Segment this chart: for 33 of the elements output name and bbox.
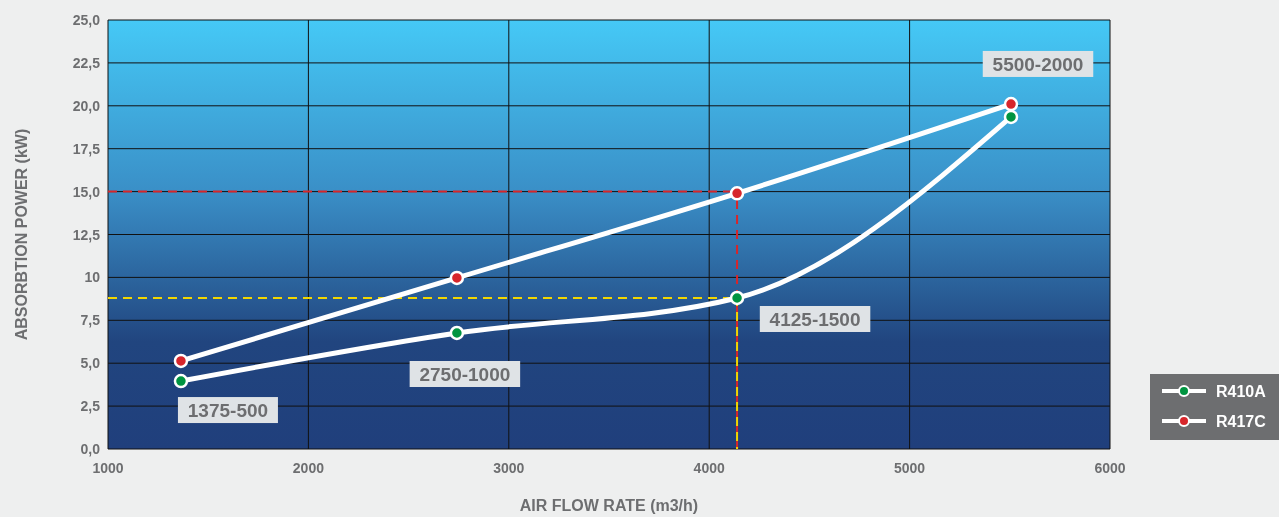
x-axis-title: AIR FLOW RATE (m3/h) [519, 497, 699, 514]
point [1003, 109, 1019, 125]
point [173, 373, 189, 389]
x-tick-label: 3000 [493, 460, 525, 476]
y-tick-label: 17,5 [72, 140, 101, 157]
annotation: 1375-500 [187, 400, 269, 422]
y-tick-label: 7,5 [80, 312, 101, 329]
point [729, 290, 745, 306]
legend-label: R417C [1216, 413, 1267, 430]
annotation: 2750-1000 [419, 364, 511, 385]
y-tick-label: 0,0 [80, 441, 101, 457]
point [173, 353, 189, 369]
point [449, 325, 465, 341]
y-tick-label: 22,5 [72, 54, 101, 71]
y-tick-label: 5,0 [80, 355, 101, 372]
y-tick-label: 25,0 [72, 12, 101, 28]
y-tick-label: 20,0 [72, 97, 101, 114]
annotation: 4125-1500 [769, 308, 861, 330]
x-tick-label: 1000 [92, 460, 124, 476]
x-tick-label: 2000 [292, 460, 325, 476]
legend-label: R410A [1216, 383, 1267, 400]
y-tick-label: 2,5 [80, 398, 101, 415]
y-axis-title: ABSORBTION POWER (kW) [13, 128, 30, 341]
y-tick-label: 12,5 [72, 226, 101, 243]
y-tick-label: 15,0 [72, 183, 101, 200]
annotation: 5500-2000 [992, 53, 1084, 75]
y-tick-label: 10 [84, 269, 101, 286]
point [1003, 96, 1019, 112]
x-tick-label: 4000 [693, 460, 725, 476]
point [729, 186, 745, 201]
x-tick-label: 6000 [1094, 460, 1126, 476]
point [449, 270, 465, 286]
x-tick-label: 5000 [894, 460, 926, 476]
